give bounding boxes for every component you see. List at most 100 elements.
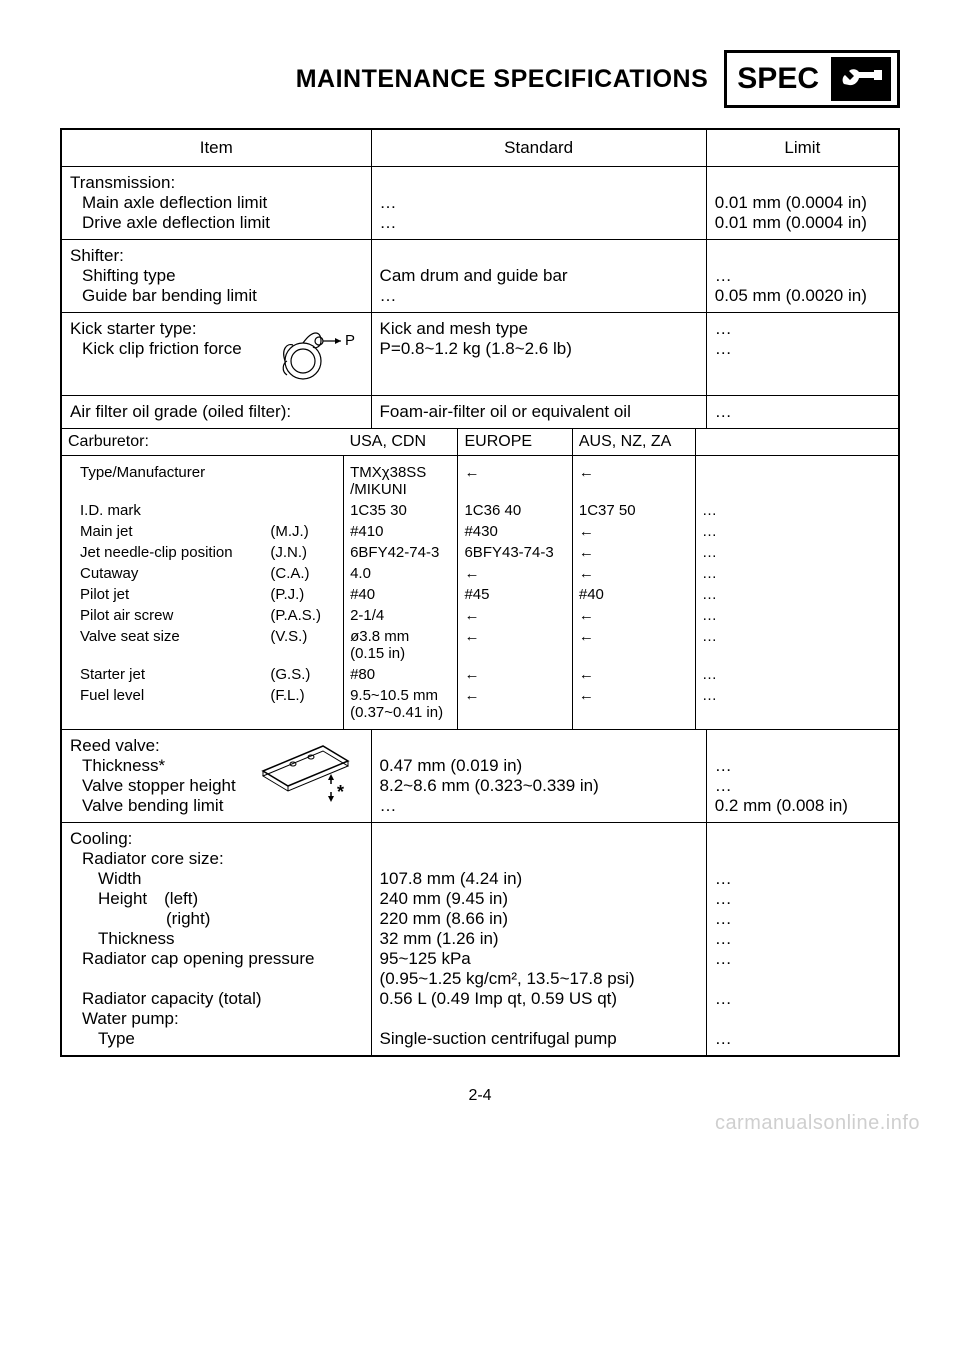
carb-abbr-0 — [264, 456, 343, 501]
carb-abbr-5: (P.J.) — [264, 584, 343, 605]
cooling-std-0: 107.8 mm (4.24 in) — [380, 869, 523, 888]
carb-h-limit — [696, 429, 898, 456]
cooling-std: 107.8 mm (4.24 in) 240 mm (9.45 in) 220 … — [371, 823, 706, 1057]
carb-c3-7: ← — [572, 626, 695, 664]
carb-c1-7a: ø3.8 mm — [350, 628, 409, 645]
header-standard: Standard — [371, 129, 706, 167]
cooling-pump-label: Type — [70, 1029, 363, 1049]
kick-std: Kick and mesh type P=0.8~1.2 kg (1.8~2.6… — [371, 313, 706, 396]
carb-label-0: Type/Manufacturer — [62, 456, 264, 501]
reed-label-2: Valve bending limit — [70, 796, 253, 816]
kick-item: Kick starter type: Kick clip friction fo… — [61, 313, 371, 396]
cooling-row: Cooling: Radiator core size: Width Heigh… — [61, 823, 899, 1057]
carb-limit-5: … — [696, 584, 898, 605]
carb-row-7: Valve seat size (V.S.) ø3.8 mm (0.15 in)… — [62, 626, 898, 664]
carb-row-9: Fuel level (F.L.) 9.5~10.5 mm (0.37~0.41… — [62, 685, 898, 729]
transmission-limit-0: 0.01 mm (0.0004 in) — [715, 193, 867, 212]
carb-c2-6: ← — [458, 605, 572, 626]
carburetor-row: Carburetor: USA, CDN EUROPE AUS, NZ, ZA … — [61, 429, 899, 730]
carburetor-subtable: Carburetor: USA, CDN EUROPE AUS, NZ, ZA … — [62, 429, 898, 729]
cooling-std-3: 32 mm (1.26 in) — [380, 929, 499, 948]
shifter-limit: … 0.05 mm (0.0020 in) — [706, 240, 899, 313]
reed-std-1: 8.2~8.6 mm (0.323~0.339 in) — [380, 776, 599, 795]
carb-abbr-6: (P.A.S.) — [264, 605, 343, 626]
shifter-std-0: Cam drum and guide bar — [380, 266, 568, 285]
cooling-cap-limit: … — [715, 949, 732, 968]
spec-box: SPEC — [724, 50, 900, 108]
carb-c1-9: 9.5~10.5 mm (0.37~0.41 in) — [344, 685, 458, 729]
spec-label: SPEC — [733, 60, 823, 98]
carb-label-4: Cutaway — [62, 563, 264, 584]
shifter-limit-0: … — [715, 266, 732, 285]
shifter-limit-1: 0.05 mm (0.0020 in) — [715, 286, 867, 305]
carb-limit-0 — [696, 456, 898, 501]
cooling-item: Cooling: Radiator core size: Width Heigh… — [61, 823, 371, 1057]
transmission-item: Transmission: Main axle deflection limit… — [61, 167, 371, 240]
shifter-label-1: Guide bar bending limit — [70, 286, 363, 306]
table-header-row: Item Standard Limit — [61, 129, 899, 167]
carb-c3-0: ← — [572, 456, 695, 501]
reed-title: Reed valve: — [70, 736, 160, 755]
carb-c1-5: #40 — [344, 584, 458, 605]
cooling-capacity-std: 0.56 L (0.49 Imp qt, 0.59 US qt) — [380, 989, 618, 1008]
carb-row-2: Main jet (M.J.) #410 #430 ← … — [62, 521, 898, 542]
cooling-capacity-limit: … — [715, 989, 732, 1008]
carb-abbr-4: (C.A.) — [264, 563, 343, 584]
carb-c2-2: #430 — [458, 521, 572, 542]
carb-h2: EUROPE — [458, 429, 572, 456]
carb-c3-8: ← — [572, 664, 695, 685]
kick-std-val: P=0.8~1.2 kg (1.8~2.6 lb) — [380, 339, 572, 358]
kick-spring-icon: P — [273, 319, 363, 389]
carb-c1-9b: (0.37~0.41 in) — [350, 704, 443, 721]
carb-c2-9: ← — [458, 685, 572, 729]
carb-abbr-1 — [264, 500, 343, 521]
page-number: 2-4 — [60, 1087, 900, 1105]
reed-star: * — [337, 782, 344, 802]
transmission-std: … … — [371, 167, 706, 240]
carb-label-7: Valve seat size — [62, 626, 264, 664]
carb-c2-3: 6BFY43-74-3 — [458, 542, 572, 563]
carb-c3-6: ← — [572, 605, 695, 626]
carb-row-6: Pilot air screw (P.A.S.) 2-1/4 ← ← … — [62, 605, 898, 626]
reed-valve-icon: * — [253, 736, 363, 816]
cooling-pump-limit: … — [715, 1029, 732, 1048]
cooling-std-1: 240 mm (9.45 in) — [380, 889, 509, 908]
shifter-row: Shifter: Shifting type Guide bar bending… — [61, 240, 899, 313]
carb-limit-8: … — [696, 664, 898, 685]
carb-h3: AUS, NZ, ZA — [572, 429, 695, 456]
carb-h1: USA, CDN — [344, 429, 458, 456]
carb-limit-9: … — [696, 685, 898, 729]
transmission-std-0: … — [380, 193, 397, 212]
carb-limit-1: … — [696, 500, 898, 521]
carb-c1-0b: /MIKUNI — [350, 481, 407, 498]
kick-limit: … … — [706, 313, 899, 396]
transmission-limit-1: 0.01 mm (0.0004 in) — [715, 213, 867, 232]
transmission-row: Transmission: Main axle deflection limit… — [61, 167, 899, 240]
spec-icon-box — [831, 57, 891, 101]
reed-std: 0.47 mm (0.019 in) 8.2~8.6 mm (0.323~0.3… — [371, 730, 706, 823]
carb-label-8: Starter jet — [62, 664, 264, 685]
kick-p-label: P — [345, 332, 355, 349]
cooling-label-3: Thickness — [70, 929, 363, 949]
reed-limit-2: 0.2 mm (0.008 in) — [715, 796, 848, 815]
kick-diagram: P — [273, 319, 363, 389]
cooling-cap-std2: (0.95~1.25 kg/cm², 13.5~17.8 psi) — [380, 969, 635, 988]
kick-title: Kick starter type: — [70, 319, 197, 338]
carb-c1-7b: (0.15 in) — [350, 645, 405, 662]
transmission-title: Transmission: — [70, 173, 175, 192]
carb-c1-2: #410 — [344, 521, 458, 542]
reed-row: Reed valve: Thickness* Valve stopper hei… — [61, 730, 899, 823]
transmission-label-1: Drive axle deflection limit — [70, 213, 363, 233]
carb-abbr-2: (M.J.) — [264, 521, 343, 542]
carb-abbr-7: (V.S.) — [264, 626, 343, 664]
transmission-limit: 0.01 mm (0.0004 in) 0.01 mm (0.0004 in) — [706, 167, 899, 240]
carb-row-8: Starter jet (G.S.) #80 ← ← … — [62, 664, 898, 685]
carb-c2-7: ← — [458, 626, 572, 664]
carb-limit-7: … — [696, 626, 898, 664]
wrench-icon — [838, 64, 884, 94]
airfilter-row: Air filter oil grade (oiled filter): Foa… — [61, 396, 899, 429]
shifter-label-0: Shifting type — [70, 266, 363, 286]
carb-c1-7: ø3.8 mm (0.15 in) — [344, 626, 458, 664]
reed-label-0: Thickness* — [70, 756, 253, 776]
carb-label-2: Main jet — [62, 521, 264, 542]
